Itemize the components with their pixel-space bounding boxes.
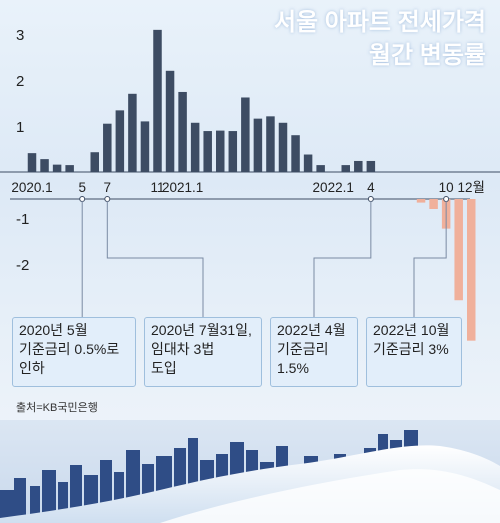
x-tick-label: 5 — [78, 180, 86, 195]
bar-2021.5 — [228, 131, 238, 172]
x-tick-label: 12월 — [458, 180, 485, 195]
annotation-box-lease-law-2020-07: 2020년 7월31일, 임대차 3법 도입 — [144, 317, 262, 387]
bar-2021.7 — [253, 118, 263, 172]
bar-2022.11 — [454, 199, 463, 301]
bar-2022.9 — [429, 199, 438, 210]
city-snow-illustration — [0, 420, 500, 523]
annotation-line: 1.5% — [277, 360, 309, 376]
bar-2020.4 — [65, 165, 74, 172]
annotation-connector — [413, 201, 447, 317]
y-tick-label: 1 — [16, 119, 24, 136]
bar-2022.2 — [341, 165, 350, 172]
annotation-line: 기준금리 — [277, 341, 329, 357]
y-tick-label: 2 — [16, 73, 24, 90]
bar-2020.12 — [165, 70, 175, 172]
y-tick-label: 3 — [16, 27, 24, 44]
x-tick-label: 7 — [104, 180, 112, 195]
source-note: 출처=KB국민은행 — [16, 402, 98, 414]
x-tick-label: 10 — [439, 180, 454, 195]
annotation-line: 기준금리 3% — [373, 341, 449, 357]
annotation-marker — [443, 196, 450, 202]
annotation-line: 인하 — [19, 360, 45, 376]
annotation-box-rate-2022-10: 2022년 10월 기준금리 3% — [366, 317, 462, 387]
bar-2020.10 — [140, 121, 150, 172]
bar-2021.6 — [241, 97, 250, 172]
bar-2022.3 — [354, 160, 363, 172]
bar-2021.12 — [316, 165, 325, 172]
bar-2022.4 — [366, 160, 376, 172]
y-tick-label: -1 — [16, 211, 29, 228]
annotation-line: 기준금리 0.5%로 — [19, 341, 120, 357]
annotation-line: 2020년 5월 — [19, 322, 88, 338]
annotation-box-rate-cut-2020-05: 2020년 5월 기준금리 0.5%로 인하 — [12, 317, 136, 387]
bar-2021.2 — [190, 122, 200, 172]
chart-title: 서울 아파트 전세가격 월간 변동률 — [274, 6, 486, 72]
annotation-line: 2022년 10월 — [373, 322, 450, 338]
annotation-line: 도입 — [151, 360, 177, 376]
annotation-marker — [104, 196, 111, 202]
bar-2021.11 — [303, 154, 313, 172]
bar-2020.7 — [103, 123, 112, 172]
bar-2020.9 — [128, 93, 137, 172]
x-tick-label: 11 — [150, 180, 164, 195]
x-tick-label: 2020.1 — [11, 180, 52, 195]
bar-2021.1 — [178, 91, 187, 172]
bar-2022.8 — [416, 199, 426, 203]
bar-2020.3 — [52, 164, 62, 172]
annotation-marker — [79, 196, 86, 202]
bar-2021.8 — [266, 116, 275, 172]
bar-2020.2 — [40, 159, 49, 172]
annotation-marker — [367, 196, 374, 202]
x-tick-label: 2022.1 — [313, 180, 354, 195]
x-tick-label: 4 — [367, 180, 375, 195]
annotation-line: 임대차 3법 — [151, 341, 215, 357]
annotation-connector — [106, 201, 204, 317]
bar-2021.3 — [203, 131, 212, 172]
x-tick-label: 2021.1 — [162, 180, 203, 195]
bar-2020.6 — [90, 152, 99, 172]
bar-2021.4 — [216, 130, 225, 172]
bar-2020.8 — [115, 110, 125, 172]
chart-title-line-1: 서울 아파트 전세가격 — [273, 9, 486, 36]
annotation-connector — [313, 201, 372, 317]
annotation-line: 2020년 7월31일, — [151, 322, 252, 338]
chart-title-line-2: 월간 변동률 — [368, 42, 486, 69]
annotation-box-rate-2022-04: 2022년 4월 기준금리 1.5% — [270, 317, 358, 387]
bar-2021.9 — [278, 122, 288, 172]
bar-2022.12 — [467, 199, 476, 341]
annotation-line: 2022년 4월 — [277, 322, 346, 338]
bar-2020.11 — [153, 29, 162, 172]
y-tick-label: -2 — [16, 257, 29, 274]
bar-2020.1 — [27, 153, 37, 172]
bar-2021.10 — [291, 135, 300, 172]
